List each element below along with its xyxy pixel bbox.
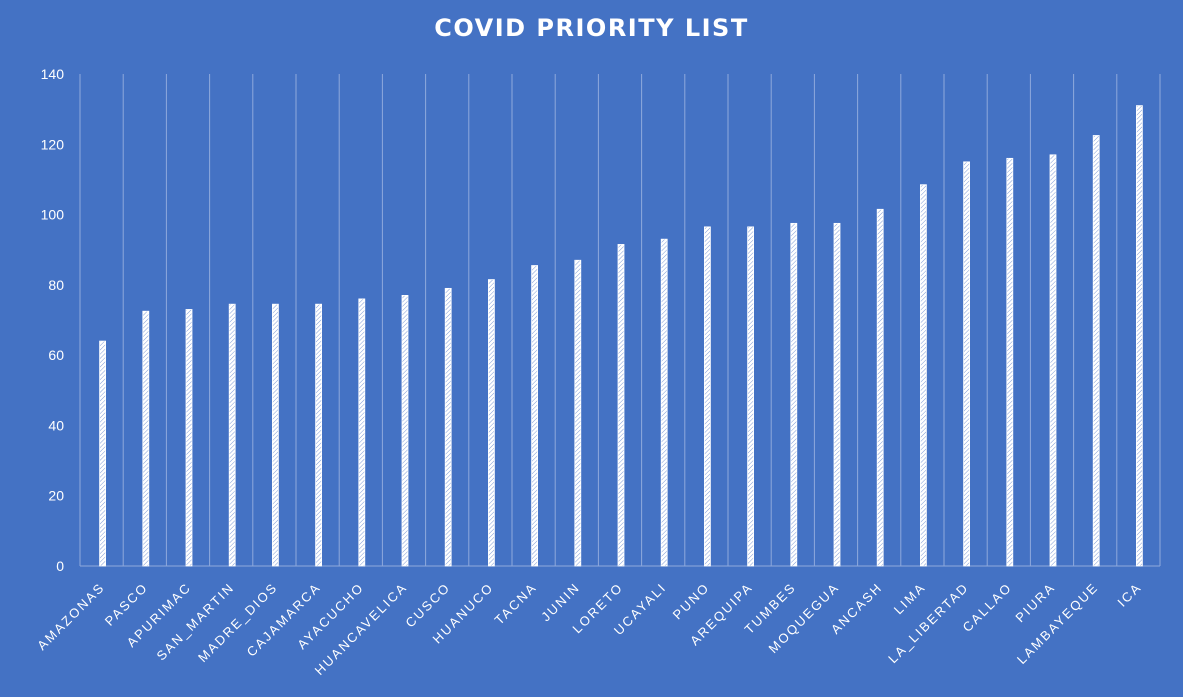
bar-madre-dios	[271, 303, 279, 567]
x-tick-label: CAJAMARCA	[244, 580, 324, 660]
bar-ancash	[876, 208, 884, 567]
y-tick-label: 120	[41, 136, 65, 152]
y-tick-label: 80	[48, 277, 64, 293]
x-axis-ticks: AMAZONASPASCOAPURIMACSAN_MARTINMADRE_DIO…	[34, 580, 1144, 678]
bar-cajamarca	[315, 303, 323, 567]
x-tick-label: ICA	[1114, 580, 1144, 610]
y-axis-ticks: 0 20 40 60 80 100 120 140	[41, 66, 65, 574]
y-tick-label: 40	[48, 417, 64, 433]
bar-huanuco	[487, 279, 495, 567]
bar-amazonas	[99, 340, 106, 567]
bar-piura	[1049, 154, 1057, 567]
bar-ica	[1136, 105, 1143, 567]
bar-la-libertad	[963, 161, 970, 567]
x-tick-label: AMAZONAS	[34, 580, 108, 654]
bar-lima	[920, 184, 927, 567]
bar-puno	[704, 226, 711, 567]
x-tick-label: LAMBAYEQUE	[1014, 580, 1101, 667]
bar-tacna	[531, 265, 538, 567]
grid-lines	[79, 74, 1161, 567]
y-tick-label: 60	[48, 347, 64, 363]
bar-huancavelica	[401, 294, 409, 567]
bar-lambayeque	[1092, 135, 1100, 567]
x-tick-label: PUNO	[670, 580, 713, 623]
bar-apurimac	[185, 309, 193, 567]
bar-cusco	[444, 287, 452, 567]
x-tick-label: LIMA	[891, 580, 929, 618]
bar-san-martin	[228, 303, 236, 567]
x-tick-label: LA_LIBERTAD	[885, 580, 972, 667]
bar-tumbes	[790, 222, 798, 567]
bar-junin	[574, 259, 582, 567]
x-tick-label: TACNA	[492, 580, 540, 628]
bar-arequipa	[747, 226, 754, 567]
y-tick-label: 100	[41, 207, 65, 223]
chart-title: COVID PRIORITY LIST	[434, 14, 749, 42]
bars	[99, 105, 1143, 567]
y-tick-label: 140	[41, 66, 65, 82]
bar-ayacucho	[358, 298, 366, 567]
x-tick-label: SAN_MARTIN	[153, 580, 237, 664]
bar-moquegua	[833, 222, 841, 567]
bar-pasco	[142, 310, 150, 567]
bar-loreto	[617, 244, 625, 567]
bar-ucayali	[660, 238, 668, 567]
bar-callao	[1006, 157, 1014, 567]
y-tick-label: 20	[48, 488, 64, 504]
x-tick-label: MADRE_DIOS	[195, 580, 281, 666]
y-tick-label: 0	[56, 558, 64, 574]
